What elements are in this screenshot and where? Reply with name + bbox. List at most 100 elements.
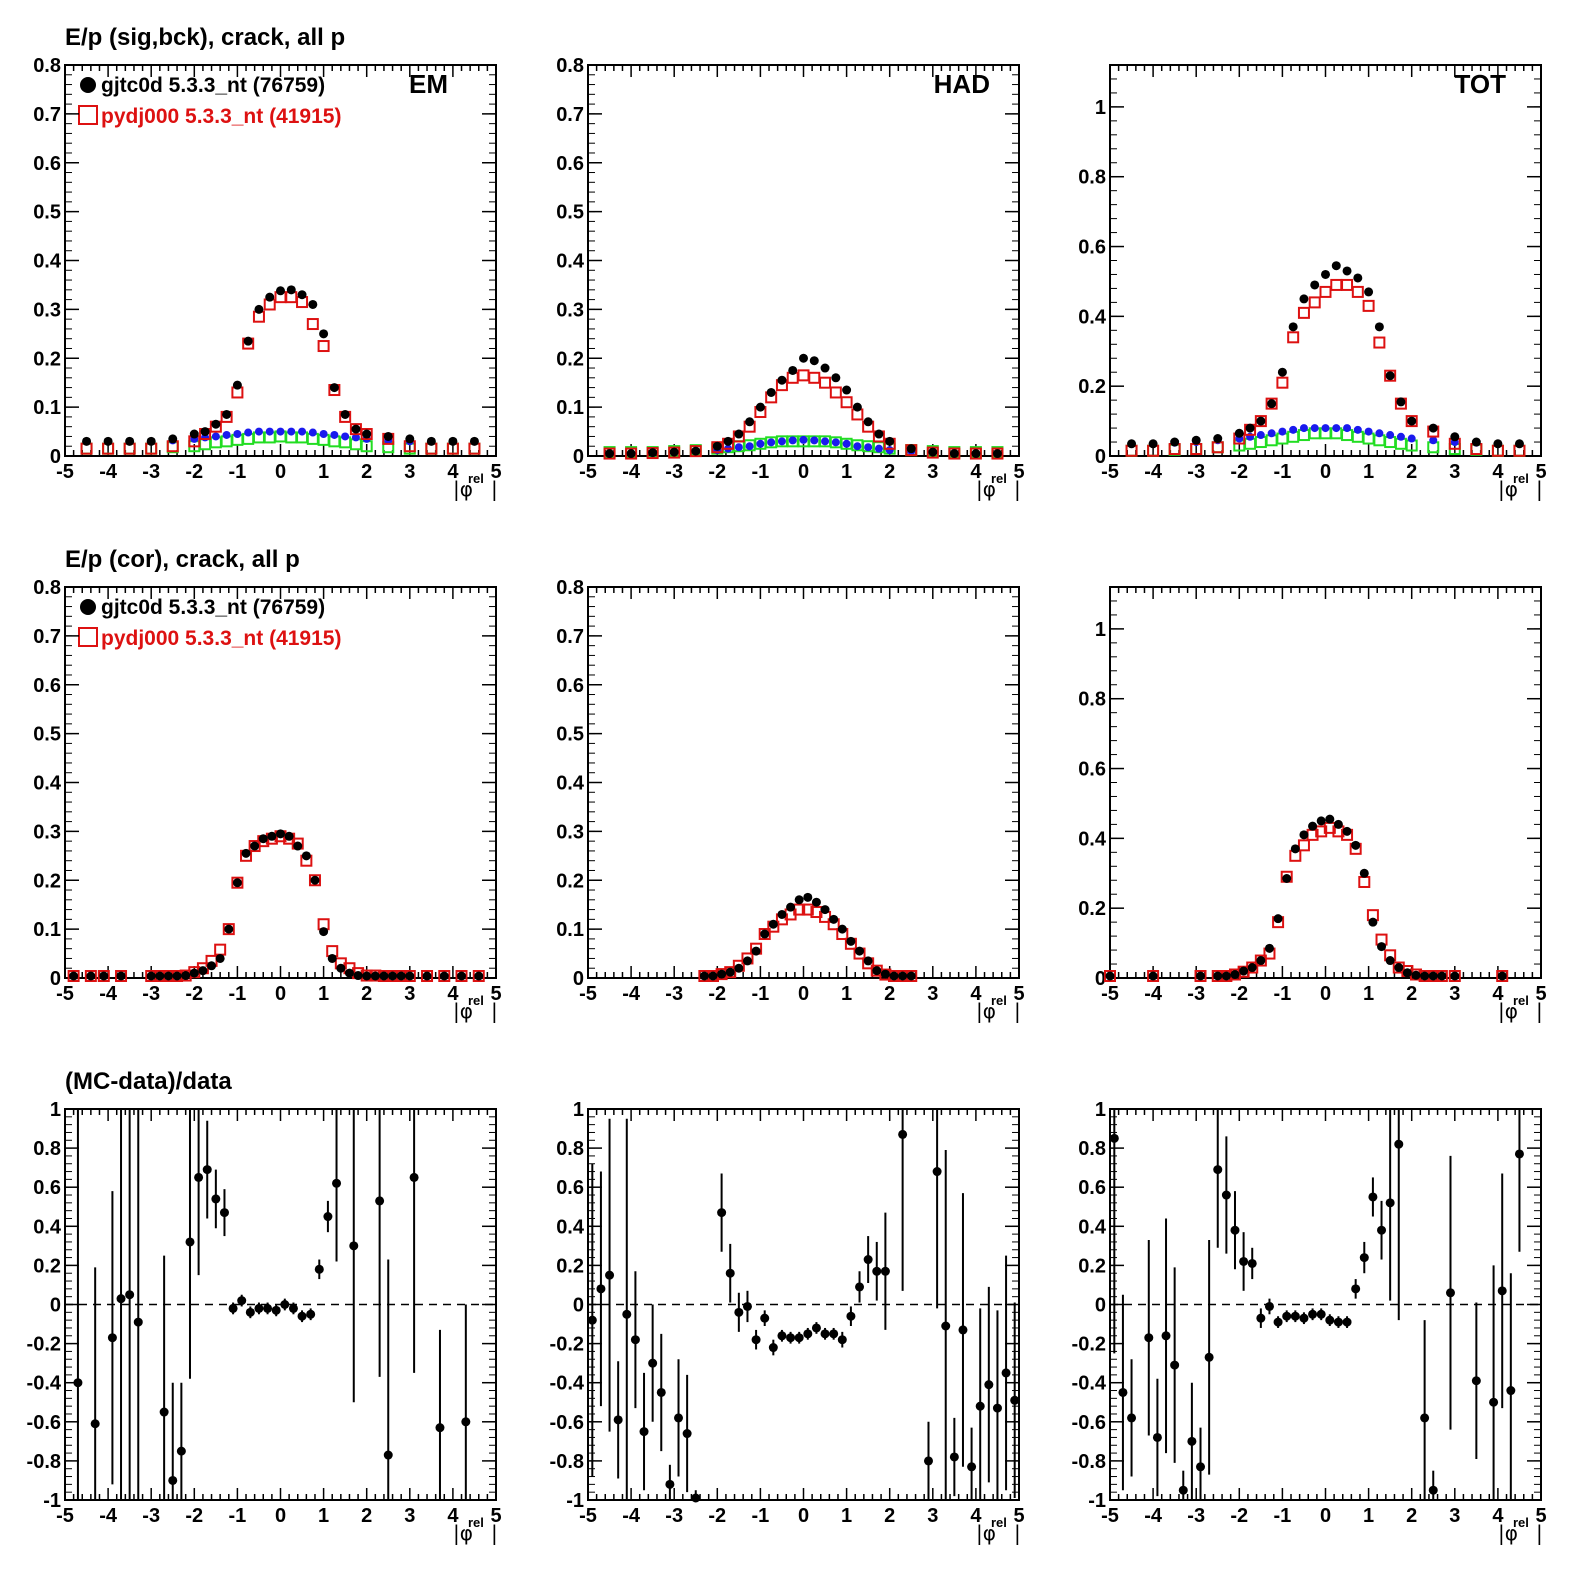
data-point <box>829 1329 839 1339</box>
bck-data-point <box>756 439 765 448</box>
series-data <box>1109 1109 1524 1500</box>
x-tick-label: 3 <box>404 461 415 483</box>
x-tick-label: -2 <box>185 1505 203 1527</box>
bck-data-point <box>1321 424 1330 433</box>
x-tick-label: 1 <box>841 1505 852 1527</box>
bck-data-point <box>1256 431 1265 440</box>
y-tick-label: -0.2 <box>550 1334 584 1356</box>
y-tick-label: 0.3 <box>33 821 61 843</box>
mc-point <box>1448 970 1461 982</box>
bck-data-point <box>233 430 242 439</box>
mc-point <box>948 447 961 460</box>
y-tick-label: 0.8 <box>556 55 584 77</box>
data-point <box>837 924 847 934</box>
data-point <box>163 971 173 981</box>
x-tick-label: 2 <box>884 461 895 483</box>
x-tick-label: -2 <box>185 461 203 483</box>
y-tick-label: 0.6 <box>33 1177 61 1199</box>
data-point <box>116 1294 126 1304</box>
data-point <box>1230 1225 1240 1235</box>
data-point <box>811 897 821 907</box>
data-point <box>1506 1386 1516 1396</box>
data-point <box>224 924 234 934</box>
data-point <box>461 1417 471 1427</box>
data-point <box>984 1380 994 1390</box>
mc-point <box>819 376 832 389</box>
y-tick-label: 0.4 <box>33 773 62 795</box>
data-point <box>734 1307 744 1317</box>
data-point <box>831 373 841 383</box>
data-point <box>379 971 389 981</box>
data-point <box>1221 971 1231 981</box>
x-tick-label: -5 <box>56 461 74 483</box>
data-point <box>1471 1376 1481 1386</box>
y-tick-label: 0.5 <box>33 202 61 224</box>
series-data <box>73 1109 471 1500</box>
data-point <box>271 1305 281 1315</box>
x-axis-title-end: | <box>491 477 498 501</box>
series-mc <box>1125 278 1526 457</box>
data-point <box>1161 1331 1171 1341</box>
x-axis-title-end: | <box>1014 999 1021 1023</box>
y-tick-label: 0.2 <box>556 870 584 892</box>
legend-label-mc: pydj000 5.3.3_nt (41915) <box>101 105 341 128</box>
data-point <box>168 1475 178 1485</box>
data-point <box>768 919 778 929</box>
x-tick-label: 3 <box>927 461 938 483</box>
chart-panel-ratio-tot: -5 -4 -3 -2 -1 0 1 2 3 4 5 -1 -0.8 -0.6 -0.4 -0.2 0 0.2 0.… <box>1072 1099 1547 1545</box>
data-point <box>1342 266 1352 276</box>
data-point <box>310 875 320 885</box>
mc-point <box>969 447 982 460</box>
data-point <box>375 1196 385 1206</box>
data-point <box>1359 1253 1369 1263</box>
y-tick-label: 0.8 <box>1078 167 1106 189</box>
x-tick-label: -2 <box>1230 461 1248 483</box>
data-point <box>691 1493 701 1503</box>
data-point <box>1385 956 1395 966</box>
data-point <box>1264 1301 1274 1311</box>
plot-frame <box>1109 586 1542 979</box>
data-point <box>880 969 890 979</box>
data-point <box>237 1296 247 1306</box>
mc-point <box>360 428 373 441</box>
mc-point <box>603 447 616 460</box>
bck-data-point <box>1375 429 1384 438</box>
data-point <box>155 971 165 981</box>
data-point <box>284 831 294 841</box>
mc-point <box>455 970 468 982</box>
data-point <box>906 971 916 981</box>
x-tick-label: 0 <box>798 983 809 1005</box>
bck-data-point <box>1278 427 1287 436</box>
y-tick-label: -0.4 <box>550 1373 585 1395</box>
data-point <box>1247 1258 1257 1268</box>
y-tick-label: 0.8 <box>556 577 584 599</box>
data-point <box>1299 294 1309 304</box>
mc-point <box>1496 970 1509 982</box>
x-tick-label: -5 <box>579 1505 597 1527</box>
data-point <box>820 363 830 373</box>
row-title-cor: E/p (cor), crack, all p <box>65 546 300 573</box>
y-tick-label: 1 <box>573 1099 584 1121</box>
data-point <box>1290 844 1300 854</box>
data-point <box>308 299 318 309</box>
data-point <box>286 285 296 295</box>
data-point <box>232 878 242 888</box>
data-point <box>971 449 981 459</box>
data-point <box>1445 1288 1455 1298</box>
data-point <box>133 1317 143 1327</box>
row-title-sig-bck: E/p (sig,bck), crack, all p <box>65 24 345 51</box>
data-point <box>1148 971 1158 981</box>
bck-data-point <box>1353 425 1362 434</box>
mc-point <box>689 445 702 458</box>
data-point <box>755 402 765 412</box>
panel-tag-had: HAD <box>934 69 990 99</box>
data-point <box>1152 1432 1162 1442</box>
data-point <box>1178 1485 1188 1495</box>
data-point <box>1428 1485 1438 1495</box>
x-tick-label: 4 <box>1492 983 1504 1005</box>
data-point <box>941 1321 951 1331</box>
